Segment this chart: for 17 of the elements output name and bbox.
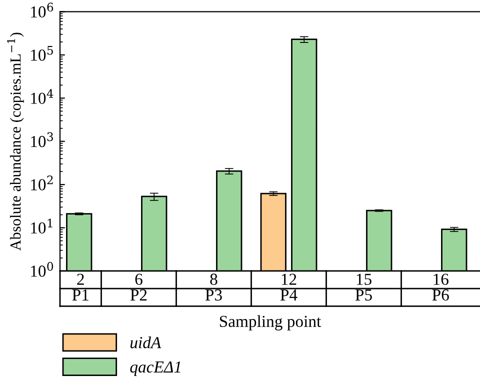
y-tick-label: 10$^{3}$ xyxy=(31,132,53,148)
y-tick-label: 10$^{4}$ xyxy=(31,89,54,104)
x-tick-label: 2 P1 xyxy=(72,274,88,300)
y-axis-title: Absolute abundance (copies.mL$^{−1}$) xyxy=(7,32,24,251)
x-tick-label: 12 P4 xyxy=(280,274,298,300)
y-tick-label: 10$^{1}$ xyxy=(31,218,52,234)
y-tick-label: 10$^{6}$ xyxy=(31,2,54,18)
legend-label: uidA xyxy=(130,336,162,348)
legend-label: qacEΔ1 xyxy=(130,361,180,376)
x-tick-label: 15 P5 xyxy=(355,274,372,301)
y-tick-label: 10$^{0}$ xyxy=(31,262,54,277)
y-tick-label: 10$^{5}$ xyxy=(31,46,53,61)
x-tick-label: 16 P6 xyxy=(432,274,449,301)
x-axis-title: Sampling point xyxy=(220,315,322,330)
x-tick-label: 8 P3 xyxy=(205,274,222,301)
x-tick-label: 6 P2 xyxy=(130,274,147,300)
y-tick-label: 10$^{2}$ xyxy=(31,176,53,190)
